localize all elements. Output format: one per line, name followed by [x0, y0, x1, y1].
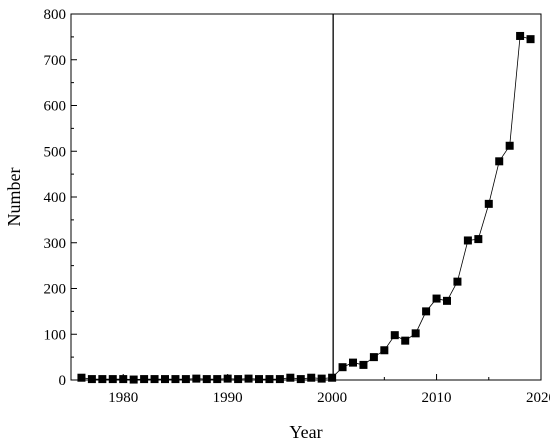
data-point — [463, 236, 472, 245]
data-point — [411, 329, 420, 338]
data-point — [296, 375, 305, 384]
data-point — [484, 199, 493, 208]
data-point — [338, 363, 347, 372]
y-tick-label: 800 — [44, 7, 67, 23]
data-point — [255, 375, 263, 384]
series-line — [81, 35, 531, 380]
data-point — [422, 307, 431, 316]
x-tick-label: 1990 — [213, 390, 243, 406]
data-point — [265, 375, 274, 384]
plot-frame — [70, 13, 542, 381]
data-point — [443, 296, 451, 305]
y-axis-label: Number — [4, 168, 24, 227]
data-point — [140, 375, 149, 384]
y-tick-label: 600 — [44, 99, 67, 115]
x-tick-label: 2010 — [422, 390, 452, 406]
data-point — [390, 331, 399, 340]
data-point — [119, 375, 128, 384]
data-point — [98, 375, 107, 384]
x-tick-label: 1980 — [108, 390, 138, 406]
data-point — [202, 375, 211, 384]
data-point — [171, 375, 180, 384]
data-point — [453, 277, 462, 286]
x-tick-label: 2000 — [317, 390, 347, 406]
data-point — [192, 374, 201, 383]
data-point — [275, 375, 284, 384]
data-point — [380, 346, 389, 355]
series-group — [77, 31, 535, 384]
data-point — [181, 375, 190, 384]
data-point — [234, 375, 243, 384]
data-point — [108, 375, 117, 384]
data-point — [129, 375, 138, 384]
data-point — [349, 358, 357, 367]
data-point — [307, 373, 316, 382]
data-point — [505, 141, 514, 150]
data-point — [526, 35, 535, 44]
data-point — [87, 375, 96, 384]
data-point — [317, 374, 326, 383]
data-point — [401, 336, 410, 345]
x-axis-label: Year — [289, 422, 322, 442]
data-point — [161, 375, 169, 384]
y-tick-label: 300 — [44, 236, 67, 252]
data-point — [369, 353, 378, 362]
data-point — [432, 294, 441, 303]
y-tick-label: 700 — [44, 53, 67, 69]
data-point — [328, 373, 337, 382]
data-point — [359, 360, 368, 369]
y-tick-label: 100 — [44, 327, 67, 343]
data-point — [495, 157, 504, 166]
y-tick-label: 200 — [44, 282, 67, 298]
data-point — [286, 373, 295, 382]
data-point — [474, 235, 483, 244]
data-point — [77, 373, 86, 382]
y-tick-label: 400 — [44, 190, 67, 206]
data-point — [244, 374, 253, 383]
y-tick-label: 500 — [44, 144, 67, 160]
data-point — [223, 374, 232, 383]
y-tick-label: 0 — [59, 373, 67, 389]
data-point — [150, 375, 159, 384]
data-point — [516, 31, 525, 40]
data-point — [213, 375, 222, 384]
